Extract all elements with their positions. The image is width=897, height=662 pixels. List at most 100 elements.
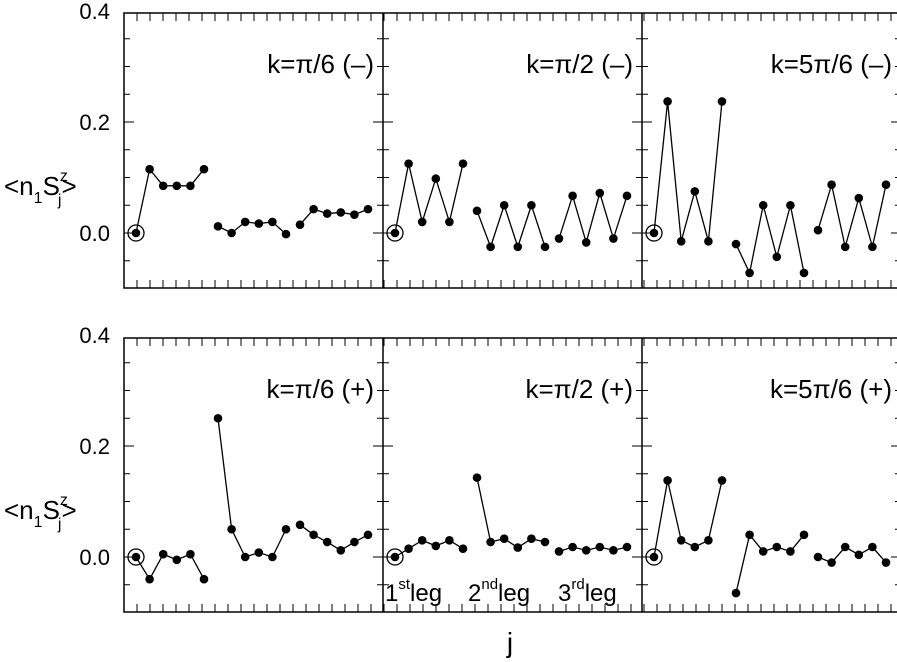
y-tick-label: 0.0 [79, 545, 110, 570]
data-point [649, 228, 659, 238]
panel-label: k=π/2 (–) [526, 49, 633, 79]
reference-site-ring [127, 548, 145, 566]
data-point [309, 530, 318, 540]
data-point [527, 200, 536, 210]
data-point [254, 548, 264, 557]
data-point [131, 228, 141, 238]
data-point [336, 546, 346, 555]
data-point [158, 549, 168, 559]
data-point [663, 476, 672, 485]
data-point [745, 268, 754, 278]
data-point [486, 537, 495, 547]
data-point [431, 541, 441, 551]
panel-label: k=π/6 (–) [267, 49, 374, 79]
data-point [540, 242, 550, 252]
data-point [458, 544, 468, 553]
data-point [717, 476, 727, 485]
data-point [227, 228, 236, 238]
data-point [568, 542, 577, 552]
reference-site-ring [386, 224, 404, 242]
ylabel-mid: S [43, 495, 60, 525]
data-point [595, 188, 605, 198]
data-point [309, 204, 318, 214]
data-point [322, 209, 332, 218]
data-point [704, 237, 713, 246]
ylabel-sup: z [60, 492, 68, 509]
data-point [295, 520, 305, 530]
data-point [486, 242, 495, 252]
data-point [527, 534, 536, 543]
ylabel-mid: S [43, 171, 60, 201]
data-point [649, 552, 659, 562]
panel-labels: k=π/6 (–) k=π/2 (–) k=5π/6 (–) k=π/6 (+) k=π… [266, 49, 892, 404]
data-point [799, 530, 809, 540]
x-axis-label: j [506, 627, 513, 658]
data-point [676, 237, 686, 246]
data-point [445, 536, 454, 545]
ylabel-end: > [61, 495, 76, 525]
reference-site-ring [645, 224, 663, 242]
data-point [254, 219, 264, 228]
data-point [390, 552, 400, 562]
data-point [227, 524, 236, 534]
data-point [513, 543, 523, 552]
reference-site-ring [386, 548, 404, 566]
data-point [458, 159, 468, 168]
data-point [268, 552, 277, 562]
ylabel-sub1: 1 [34, 190, 43, 207]
data-point [840, 242, 850, 252]
data-point [281, 524, 291, 534]
ylabel-base: <n [4, 495, 34, 525]
data-point [554, 547, 564, 556]
data-point [213, 413, 223, 423]
data-point [336, 208, 346, 217]
data-point [758, 547, 768, 556]
data-point [417, 217, 427, 227]
data-point [350, 537, 359, 547]
y-tick-label: 0.2 [79, 434, 110, 459]
data-point [145, 574, 154, 584]
data-point [799, 268, 809, 278]
data-series [127, 97, 891, 598]
data-point [690, 542, 700, 552]
data-point [404, 544, 413, 553]
data-point [881, 180, 891, 190]
data-point [268, 217, 277, 227]
leg-line [135, 167, 205, 234]
data-point [609, 234, 618, 243]
leg-line [299, 524, 369, 552]
leg-label-2: 2ndleg [468, 576, 530, 607]
leg-annotations: 1stleg 2ndleg 3rdleg [385, 576, 617, 607]
data-point [199, 574, 209, 584]
data-point [772, 252, 782, 262]
data-point [786, 547, 795, 556]
data-point [813, 225, 823, 235]
data-point [854, 550, 864, 560]
y-tick-labels: 0.4 0.2 0.0 0.4 0.2 0.0 [79, 0, 110, 570]
data-point [363, 530, 373, 540]
data-point [172, 181, 182, 191]
data-point [322, 537, 332, 547]
data-point [240, 217, 250, 227]
data-point [554, 234, 564, 243]
data-point [186, 181, 195, 191]
data-point [745, 530, 754, 540]
data-point [404, 159, 413, 168]
leg-line [558, 190, 628, 245]
data-point [281, 229, 291, 239]
data-point [581, 238, 591, 247]
leg-line [735, 533, 805, 594]
data-point [295, 220, 305, 229]
data-point [676, 536, 686, 545]
data-point [581, 546, 591, 555]
data-point [199, 164, 209, 174]
panel-row-frame [123, 337, 897, 613]
ylabel-sub2: j [57, 192, 62, 209]
reference-site-ring [127, 224, 145, 242]
ylabel-sup: z [60, 168, 68, 185]
data-point [540, 537, 550, 547]
data-point [595, 542, 605, 552]
data-point [786, 200, 795, 210]
data-point [622, 542, 632, 552]
